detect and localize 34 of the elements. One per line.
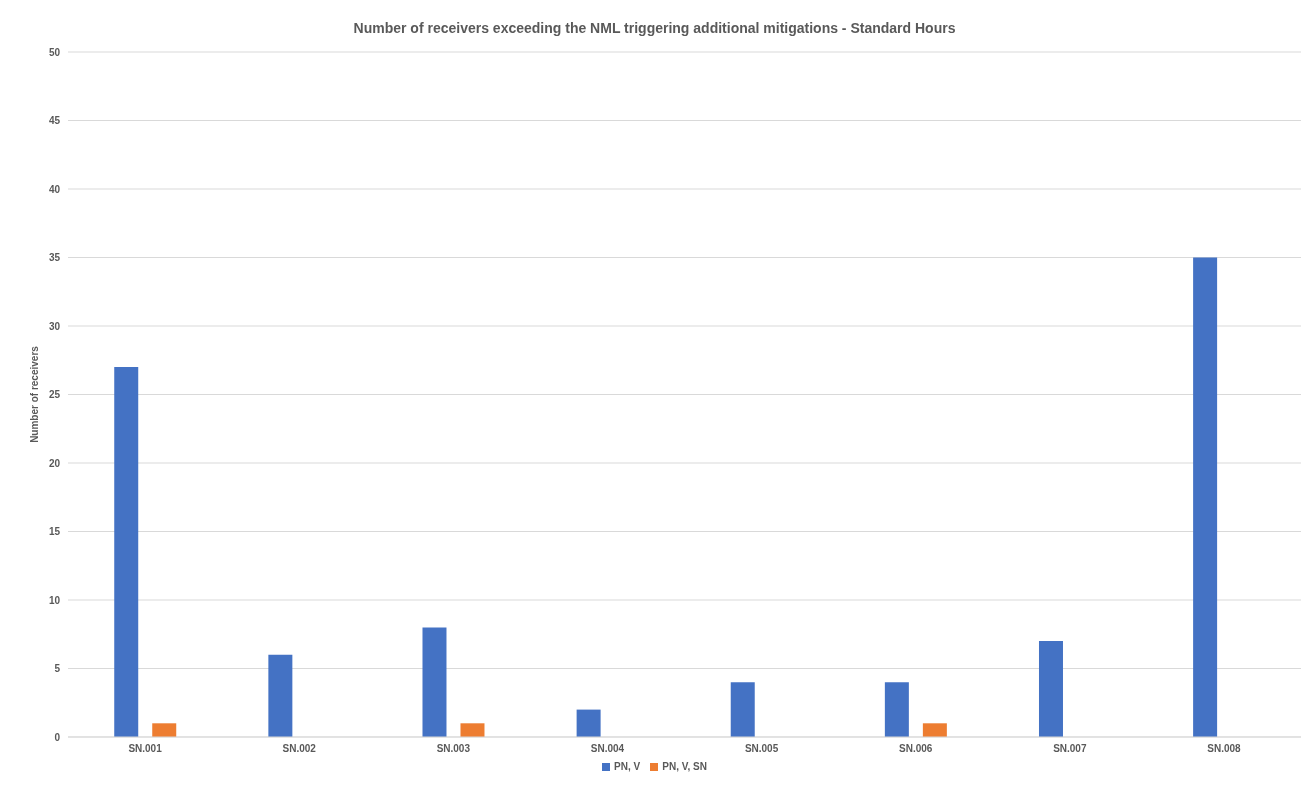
bar <box>1038 641 1063 737</box>
y-tick-label: 0 <box>54 731 61 743</box>
bar <box>884 682 909 737</box>
y-tick-label: 15 <box>48 526 61 538</box>
x-tick-label: SN.003 <box>436 743 471 755</box>
x-tick-label: SN.004 <box>590 743 625 755</box>
x-tick-label: SN.008 <box>1207 743 1242 755</box>
y-tick-label: 40 <box>48 183 61 195</box>
bar <box>152 723 177 737</box>
y-tick-label: 30 <box>48 320 61 332</box>
y-tick-label: 5 <box>54 663 61 675</box>
y-tick-label: 35 <box>48 252 61 264</box>
bar <box>268 654 293 737</box>
y-tick-label: 10 <box>48 594 61 606</box>
chart-title: Number of receivers exceeding the NML triggering additional mitigations - Standard Hours <box>352 19 957 38</box>
y-tick-label: 45 <box>48 115 61 127</box>
x-tick-label: SN.005 <box>744 743 779 755</box>
x-tick-label: SN.006 <box>899 743 933 755</box>
bar <box>422 627 447 737</box>
y-tick-label: 50 <box>48 46 61 58</box>
bar <box>730 682 755 737</box>
x-tick-label: SN.007 <box>1053 743 1087 755</box>
x-tick-label: SN.001 <box>128 743 163 755</box>
bar <box>922 723 947 737</box>
bar <box>460 723 485 737</box>
y-tick-label: 20 <box>48 457 61 469</box>
y-axis-title: Number of receivers <box>28 345 40 443</box>
legend-label: PN, V <box>614 761 641 772</box>
legend-label: PN, V, SN <box>662 761 707 772</box>
y-tick-label: 25 <box>48 389 61 401</box>
x-tick-label: SN.002 <box>282 743 317 755</box>
bar <box>1193 257 1218 737</box>
bar <box>576 709 601 737</box>
bar <box>114 367 139 737</box>
